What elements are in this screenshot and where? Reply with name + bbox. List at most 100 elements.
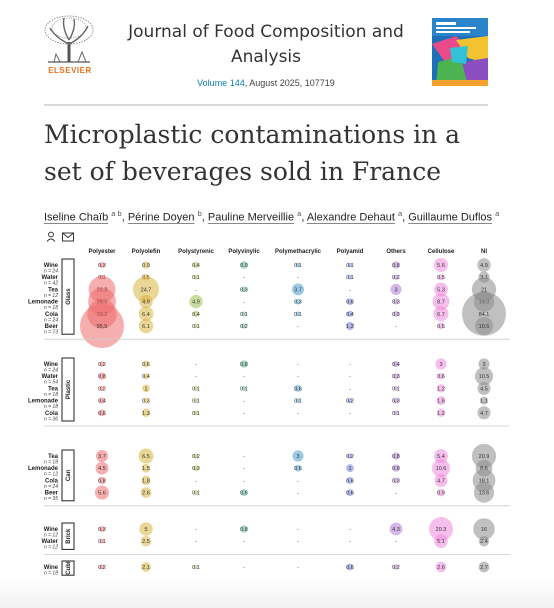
data-bubble [392, 360, 400, 368]
cell-value: 4.3 [392, 527, 400, 533]
cell-value: - [297, 491, 299, 497]
cell-value: 2.5 [142, 539, 150, 545]
data-bubble [192, 310, 200, 317]
data-bubble [431, 459, 451, 478]
cell-value: 5 [144, 527, 147, 533]
data-bubble [142, 384, 150, 393]
data-bubble [291, 283, 305, 296]
cell-value: 0.8 [98, 478, 106, 484]
cell-value: 10.5 [479, 324, 490, 330]
journal-title[interactable]: Journal of Food Composition and Analysis [128, 22, 404, 67]
cell-value: 1.2 [437, 411, 445, 417]
column-header: NI [481, 249, 487, 255]
envelope-icon[interactable] [62, 232, 75, 242]
data-bubble [393, 564, 399, 570]
column-header: Others [386, 249, 406, 255]
cell-value: 0.3 [392, 374, 400, 380]
row-sample-size: n = 18 [44, 392, 58, 398]
data-bubble [434, 473, 448, 487]
data-bubble [392, 261, 400, 269]
cell-value: 10.5 [479, 374, 490, 380]
cell-value: 2.6 [142, 491, 150, 497]
cell-value: 0.2 [392, 565, 400, 571]
cell-value: 2.6 [437, 565, 445, 571]
author-affiliation[interactable]: b [197, 209, 202, 218]
data-bubble [295, 311, 301, 317]
data-bubble [138, 306, 154, 322]
cell-value: 0.2 [98, 386, 106, 392]
author-link[interactable]: Pauline Merveillie [207, 211, 295, 224]
author-link[interactable]: Périne Doyen [127, 211, 195, 224]
author-link[interactable]: Alexandre Dehaut [306, 211, 395, 224]
cell-value: 0.1 [392, 386, 400, 392]
cell-value: 0.2 [392, 275, 400, 281]
cell-value: 0.8 [392, 466, 400, 472]
data-bubble [141, 562, 151, 572]
data-bubble [436, 408, 446, 417]
cell-value: 1 [348, 466, 351, 472]
cell-value: - [243, 411, 245, 417]
data-bubble [241, 323, 247, 329]
row-sample-size: n = 24 [44, 317, 58, 323]
cell-value: 1.8 [142, 478, 150, 484]
row-label: Tea [48, 386, 59, 392]
author-affiliation[interactable]: a [397, 209, 403, 218]
data-bubble [241, 311, 247, 317]
cell-value: 8.7 [437, 300, 445, 306]
author-affiliation[interactable]: a [495, 209, 500, 218]
volume-link[interactable]: Volume 144 [197, 78, 245, 88]
data-bubble [433, 257, 449, 273]
cell-value: 0.1 [392, 411, 400, 417]
cell-value: 0.4 [346, 312, 354, 318]
row-label: Beer [45, 324, 59, 330]
data-bubble [478, 561, 490, 573]
cell-value: 4.9 [192, 300, 200, 306]
cell-value: 0.5 [437, 275, 445, 281]
issue-details: , August 2025, 107719 [244, 78, 335, 88]
data-bubble [473, 482, 495, 503]
data-bubble [193, 453, 199, 459]
row-label: Lemonade [28, 300, 59, 306]
data-bubble [141, 408, 151, 418]
elsevier-tree-logo[interactable] [42, 14, 96, 76]
data-bubble [477, 406, 491, 420]
cell-value: - [297, 478, 299, 484]
cell-value: - [349, 287, 351, 293]
person-icon[interactable] [46, 231, 56, 242]
row-label: Lemonade [28, 399, 59, 405]
cell-value: 6.7 [437, 312, 445, 318]
data-bubble [478, 536, 490, 547]
data-bubble [437, 372, 445, 380]
cell-value: - [297, 324, 299, 330]
data-bubble [142, 261, 150, 269]
cell-value: 0.1 [294, 399, 302, 405]
data-bubble [193, 386, 199, 391]
data-bubble [132, 276, 160, 303]
cell-value: 95.9 [97, 324, 108, 330]
cell-value: - [195, 539, 197, 545]
data-bubble [99, 385, 105, 392]
cell-value: 1.6 [437, 399, 445, 405]
author-affiliation[interactable]: a [297, 209, 302, 218]
cell-value: 0.3 [392, 478, 400, 484]
author-link[interactable]: Iseline Chaïb [44, 211, 109, 224]
author-affiliation[interactable]: a b [111, 209, 122, 218]
data-bubble [193, 398, 199, 403]
cell-value: 0.6 [346, 565, 354, 571]
row-label: Tea [48, 454, 59, 460]
data-bubble [193, 274, 199, 280]
journal-cover-image[interactable] [432, 18, 488, 86]
cell-value: - [297, 275, 299, 281]
data-bubble [392, 452, 400, 460]
author-link[interactable]: Guillaume Duflos [408, 211, 493, 224]
data-bubble [347, 453, 353, 459]
data-bubble [99, 538, 105, 544]
data-bubble [346, 563, 354, 571]
cell-value: 0.6 [437, 374, 445, 380]
row-label: Tea [48, 287, 59, 293]
column-header: Polyamid [337, 249, 364, 255]
cell-value: - [297, 411, 299, 417]
row-sample-size: n = 36 [44, 416, 58, 422]
data-bubble [474, 316, 494, 336]
cell-value: - [243, 478, 245, 484]
